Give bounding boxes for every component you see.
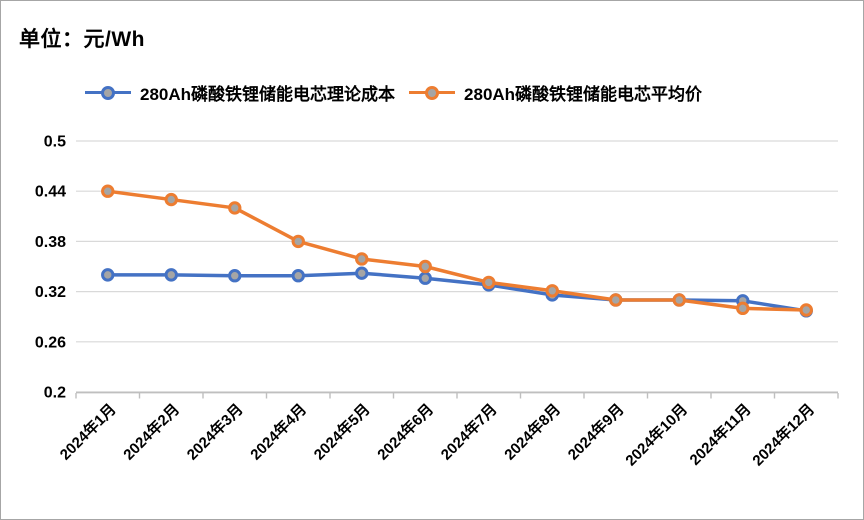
x-axis-label: 2024年2月 [120, 400, 183, 463]
data-point-marker [418, 259, 432, 274]
data-point-marker [101, 184, 115, 198]
data-point-marker [291, 269, 305, 283]
unit-label: 单位：元/Wh [19, 28, 145, 51]
y-axis-label: 0.32 [35, 284, 66, 301]
data-point-marker [355, 266, 369, 280]
legend-dot-orange [425, 85, 440, 100]
data-point-marker [482, 275, 496, 290]
data-point-marker [228, 201, 242, 215]
legend-line-marker-blue-icon [85, 85, 131, 101]
x-axis-label: 2024年11月 [686, 400, 755, 469]
data-point-marker [355, 252, 369, 266]
data-point-marker [228, 269, 242, 283]
x-axis-label: 2024年1月 [56, 400, 119, 463]
data-point-marker [291, 234, 305, 249]
y-axis-label: 0.5 [44, 134, 66, 151]
legend-line-marker-orange-icon [409, 85, 456, 101]
data-point-marker [164, 268, 178, 282]
data-point-marker [799, 303, 813, 317]
legend: 280Ah磷酸铁锂储能电芯理论成本 280Ah磷酸铁锂储能电芯平均价 [85, 80, 702, 105]
x-axis-label: 2024年10月 [622, 400, 691, 469]
y-axis-label: 0.44 [35, 184, 66, 201]
y-axis-label: 0.38 [35, 234, 66, 251]
data-point-marker [164, 192, 178, 207]
legend-item-theoretical-cost: 280Ah磷酸铁锂储能电芯理论成本 [85, 80, 395, 105]
data-point-marker [736, 301, 750, 316]
y-axis-label: 0.2 [44, 385, 66, 402]
series-line-1 [106, 189, 808, 312]
legend-dot-blue [101, 85, 115, 100]
x-axis-label: 2024年9月 [564, 400, 627, 463]
data-point-marker [609, 293, 623, 307]
x-axis-label: 2024年5月 [310, 400, 373, 463]
data-point-marker [672, 293, 686, 307]
legend-label-theoretical-cost: 280Ah磷酸铁锂储能电芯理论成本 [140, 85, 396, 104]
data-point-marker [101, 268, 115, 282]
x-axis-label: 2024年7月 [437, 400, 500, 463]
data-point-marker [418, 271, 432, 285]
x-axis-label: 2024年8月 [501, 400, 564, 463]
x-axis-label: 2024年3月 [183, 400, 246, 463]
x-axis-label: 2024年12月 [749, 400, 818, 469]
x-axis-label: 2024年6月 [374, 400, 437, 463]
y-axis-label: 0.26 [35, 334, 66, 351]
data-point-marker [545, 284, 559, 298]
legend-label-average-price: 280Ah磷酸铁锂储能电芯平均价 [464, 85, 703, 104]
x-axis-label: 2024年4月 [247, 400, 310, 463]
legend-item-average-price: 280Ah磷酸铁锂储能电芯平均价 [409, 80, 702, 105]
